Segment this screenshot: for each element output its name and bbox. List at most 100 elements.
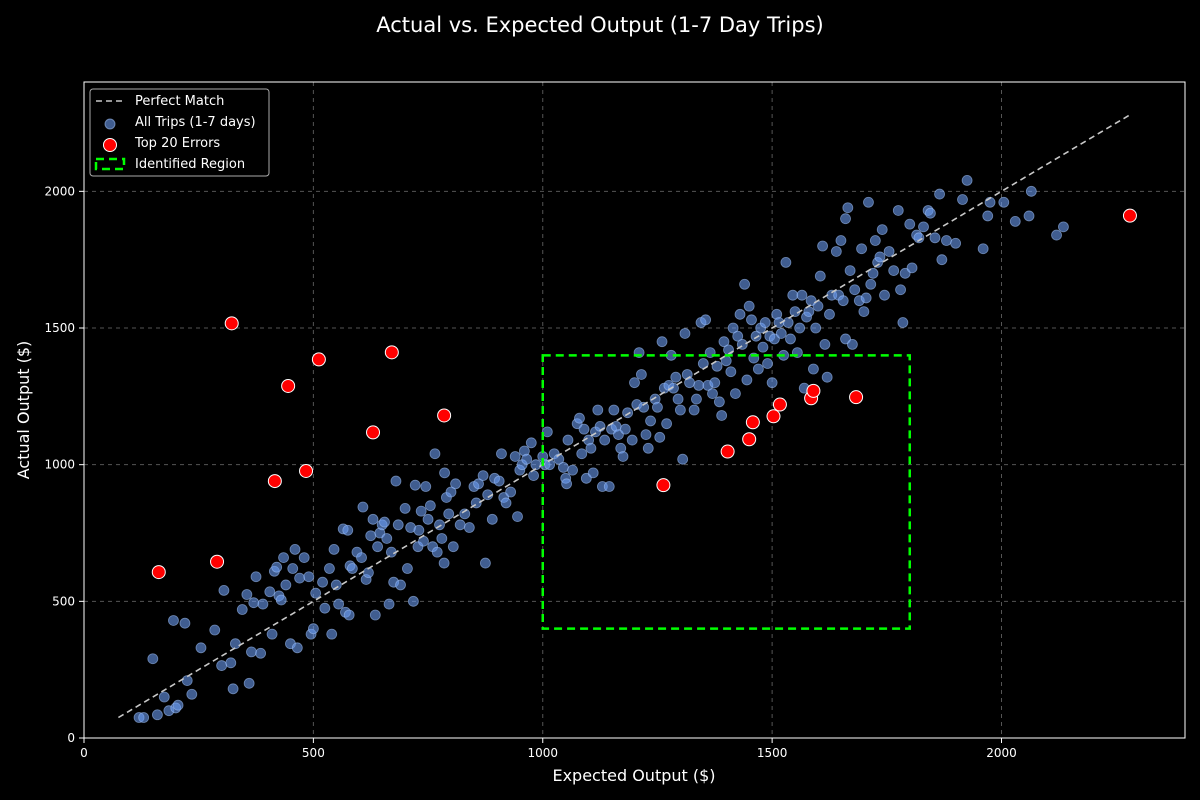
trip-point	[608, 404, 620, 416]
trip-point	[957, 194, 968, 205]
trip-point	[837, 295, 849, 307]
trip-point	[672, 393, 684, 405]
trip-point	[819, 338, 831, 350]
axes-frame	[83, 81, 1186, 739]
trip-point	[727, 322, 739, 334]
error-point	[745, 415, 760, 430]
trip-point	[227, 683, 239, 695]
trip-point	[835, 235, 847, 246]
trip-point	[782, 317, 794, 328]
trip-point	[179, 617, 191, 629]
error-point	[772, 397, 787, 412]
trip-point	[936, 254, 948, 266]
trip-point	[652, 401, 663, 413]
trip-point	[941, 235, 952, 246]
legend: Perfect Match All Trips (1-7 days) Top 20 …	[89, 88, 270, 177]
trip-point	[181, 675, 193, 686]
trip-point	[977, 243, 989, 255]
trip-point	[357, 501, 369, 513]
trip-point	[603, 481, 615, 492]
trip-point	[750, 330, 762, 342]
trip-point	[278, 552, 289, 563]
trip-point	[865, 278, 877, 290]
trip-point	[787, 289, 799, 301]
trip-point	[810, 322, 822, 334]
trip-point	[289, 544, 301, 555]
trip-point	[619, 423, 631, 435]
legend-box	[89, 88, 270, 177]
identified-region-box	[541, 354, 911, 630]
trip-point	[743, 300, 755, 312]
trip-point	[874, 251, 886, 263]
x-tick-label: 1000	[527, 746, 558, 760]
trip-point	[429, 448, 441, 460]
trip-point	[821, 371, 833, 383]
trip-point	[645, 415, 656, 427]
error-point	[224, 316, 239, 331]
trip-point	[473, 478, 484, 490]
trip-point	[642, 442, 654, 454]
error-point	[299, 463, 314, 478]
trip-point	[390, 475, 402, 487]
trip-point	[794, 322, 806, 334]
trip-point	[961, 174, 973, 186]
trip-point	[280, 579, 292, 591]
trip-point	[271, 561, 283, 573]
trip-point	[824, 308, 835, 320]
trip-point	[693, 379, 705, 391]
trip-point	[392, 519, 404, 531]
trip-point	[897, 317, 909, 328]
y-tick-label: 1000	[44, 458, 75, 472]
trip-point	[381, 533, 393, 544]
trip-point	[599, 434, 611, 446]
trip-point	[578, 423, 590, 435]
trip-point	[718, 336, 730, 348]
perfect-match-line	[117, 114, 1131, 719]
trip-point	[691, 393, 702, 405]
trip-point	[888, 265, 900, 277]
trip-point	[670, 371, 682, 383]
y-tick-label: 0	[67, 731, 75, 745]
trip-point	[512, 511, 523, 522]
trip-point	[480, 557, 491, 569]
trip-point	[574, 412, 585, 424]
trip-point	[229, 638, 241, 650]
trip-point	[860, 292, 872, 304]
trip-point	[622, 407, 634, 419]
y-axis-label: Actual Output ($)	[14, 341, 33, 480]
trip-point	[158, 691, 170, 703]
trip-point	[785, 333, 796, 345]
trip-point	[739, 278, 750, 290]
error-point	[742, 432, 757, 447]
legend-label: All Trips (1-7 days)	[135, 115, 256, 130]
error-point	[210, 554, 225, 569]
trip-point	[434, 519, 445, 531]
trip-point	[151, 709, 163, 721]
trip-point	[626, 434, 638, 446]
trip-point	[567, 464, 578, 476]
trip-point	[409, 479, 421, 491]
trip-point	[734, 308, 746, 320]
legend-swatch-point	[104, 118, 116, 130]
trip-point	[707, 388, 718, 400]
legend-label: Top 20 Errors	[134, 136, 220, 151]
trip-point	[913, 232, 925, 244]
trip-point	[929, 232, 941, 244]
legend-swatch-region	[94, 157, 126, 171]
trip-point	[918, 221, 929, 233]
x-tick-label: 2000	[986, 746, 1017, 760]
trip-point	[1009, 215, 1021, 227]
trip-point	[246, 646, 257, 658]
error-point	[366, 425, 381, 440]
trip-point	[934, 188, 945, 200]
trip-point	[863, 196, 874, 208]
trip-point	[172, 699, 184, 711]
trip-point	[629, 377, 640, 389]
trip-point	[541, 426, 553, 438]
error-point	[720, 444, 735, 459]
trip-point	[530, 459, 542, 471]
trip-point	[436, 533, 448, 544]
trip-point	[883, 246, 895, 257]
trip-point	[209, 624, 221, 636]
trip-point	[500, 497, 512, 509]
